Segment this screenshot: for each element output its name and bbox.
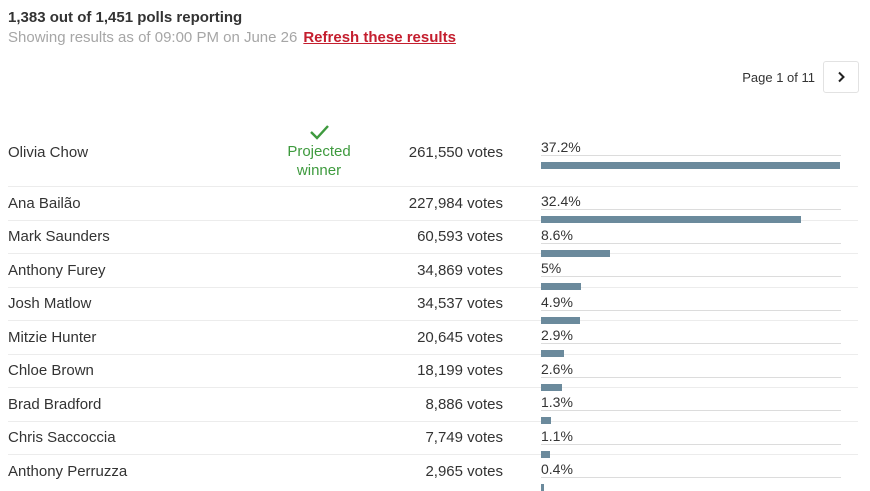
candidate-row: Chris Saccoccia 7,749 votes 1.1% [8,422,859,458]
vote-share-bar [541,162,840,169]
vote-share-cell: 1.3% [541,394,859,424]
winner-label: winner [296,162,342,179]
vote-share-cell: 37.2% [541,139,859,169]
candidate-votes: 60,593 votes [417,228,503,245]
candidate-name: Mark Saunders [8,228,110,245]
vote-share-cell: 2.6% [541,361,859,391]
chevron-right-icon [838,71,845,83]
vote-share-percent: 8.6% [541,227,841,244]
candidate-name: Chris Saccoccia [8,429,116,446]
projected-label: Projected [287,143,351,160]
results-table: Olivia Chow Projected winner 261,550 votes 3… [8,120,859,491]
candidate-name: Brad Bradford [8,395,102,413]
candidate-votes: 20,645 votes [417,328,503,346]
candidate-name: Anthony Furey [8,261,106,279]
vote-share-percent: 1.3% [541,394,841,411]
vote-share-bar [541,317,580,324]
candidate-name: Josh Matlow [8,295,92,312]
candidate-votes: 261,550 votes [408,144,503,161]
candidate-name: Chloe Brown [8,362,94,379]
candidate-row: Josh Matlow 34,537 votes 4.9% [8,288,859,324]
page-indicator: Page 1 of 11 [742,69,815,85]
vote-share-cell: 1.1% [541,428,859,458]
vote-share-bar [541,451,550,458]
vote-share-bar [541,216,801,223]
vote-share-percent: 32.4% [541,193,841,210]
vote-share-cell: 4.9% [541,294,859,324]
candidate-row: Mark Saunders 60,593 votes 8.6% [8,221,859,257]
polls-reporting: 1,383 out of 1,451 polls reporting [8,9,243,26]
next-page-button[interactable] [823,61,859,93]
vote-share-bar [541,417,551,424]
vote-share-percent: 4.9% [541,294,841,311]
projected-winner-badge: Projected winner [278,124,360,180]
candidate-votes: 2,965 votes [425,462,503,480]
pagination: Page 1 of 11 [742,61,859,93]
candidate-row: Ana Bailão 227,984 votes 32.4% [8,187,859,223]
candidate-name: Ana Bailão [8,194,81,212]
candidate-votes: 18,199 votes [417,362,503,379]
candidate-name: Olivia Chow [8,144,89,161]
candidate-votes: 8,886 votes [425,395,503,413]
candidate-votes: 7,749 votes [425,429,503,446]
candidate-name: Mitzie Hunter [8,328,97,346]
vote-share-bar [541,283,581,290]
as-of-text: Showing results as of 09:00 PM on June 2… [8,29,298,46]
candidate-row: Brad Bradford 8,886 votes 1.3% [8,388,859,424]
refresh-results-link[interactable]: Refresh these results [303,29,456,46]
vote-share-percent: 0.4% [541,461,841,478]
candidate-votes: 34,869 votes [417,261,503,279]
candidate-row: Anthony Furey 34,869 votes 5% [8,254,859,290]
candidate-votes: 34,537 votes [417,295,503,312]
checkmark-icon [310,125,329,140]
vote-share-bar [541,250,610,257]
candidate-votes: 227,984 votes [408,194,503,212]
candidate-row: Mitzie Hunter 20,645 votes 2.9% [8,321,859,357]
vote-share-cell: 32.4% [541,193,859,223]
vote-share-percent: 37.2% [541,139,841,156]
vote-share-cell: 2.9% [541,327,859,357]
vote-share-cell: 5% [541,260,859,290]
results-header: 1,383 out of 1,451 polls reporting Showi… [8,8,456,48]
vote-share-bar [541,384,562,391]
vote-share-percent: 2.9% [541,327,841,344]
vote-share-percent: 5% [541,260,841,277]
candidate-row: Anthony Perruzza 2,965 votes 0.4% [8,455,859,491]
vote-share-percent: 2.6% [541,361,841,378]
vote-share-bar [541,350,564,357]
results-timestamp-line: Showing results as of 09:00 PM on June 2… [8,28,456,48]
vote-share-percent: 1.1% [541,428,841,445]
candidate-row: Olivia Chow Projected winner 261,550 votes 3… [8,120,858,187]
candidate-row: Chloe Brown 18,199 votes 2.6% [8,355,859,391]
vote-share-cell: 8.6% [541,227,859,257]
vote-share-cell: 0.4% [541,461,859,491]
candidate-name: Anthony Perruzza [8,462,128,480]
